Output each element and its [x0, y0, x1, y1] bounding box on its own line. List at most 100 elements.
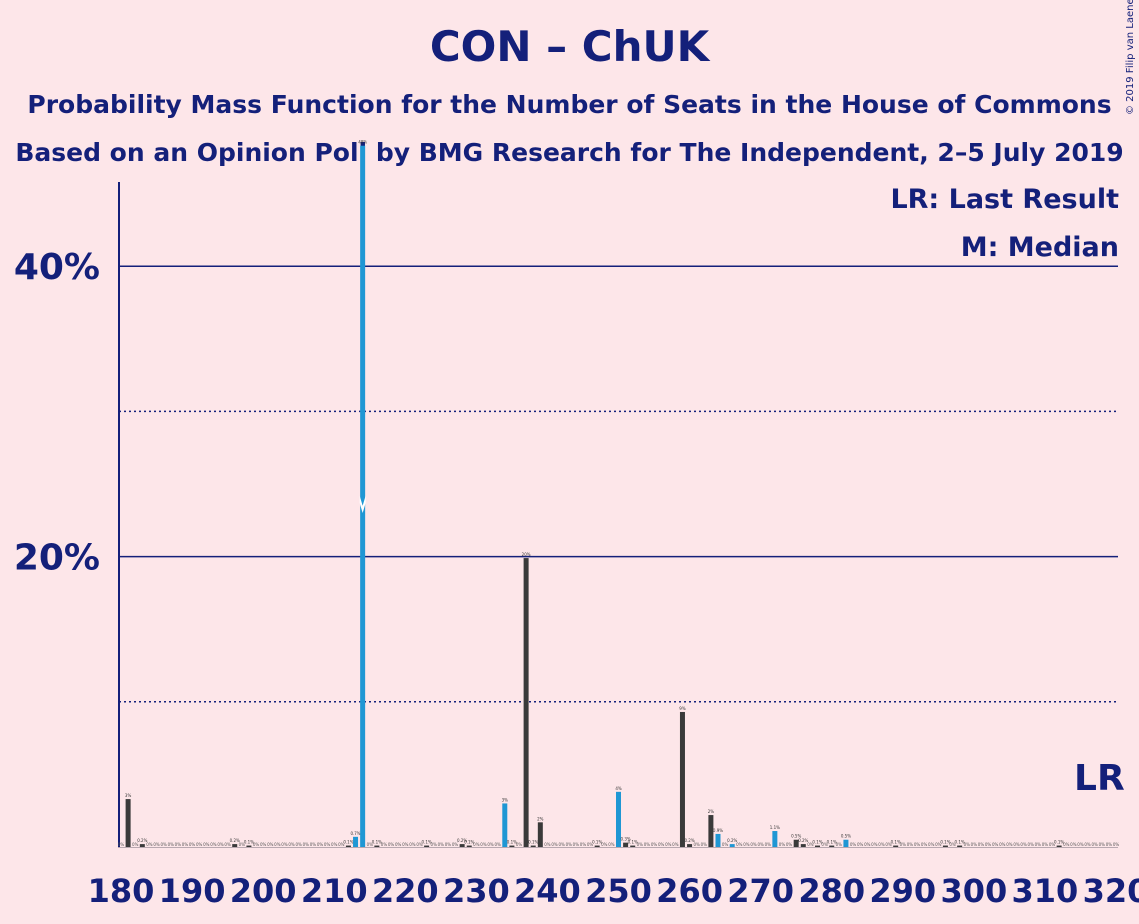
bar-seat-298: [957, 845, 963, 847]
bar-label-seat-196: 0.2%: [230, 838, 240, 843]
zero-value-label: 0%: [295, 842, 302, 847]
zero-value-label: 0%: [331, 842, 338, 847]
zero-value-label: 0%: [203, 842, 210, 847]
bar-seat-238: [530, 845, 536, 847]
zero-value-label: 0%: [601, 842, 608, 847]
bar-seat-259: [679, 711, 685, 847]
bar-label-seat-259: 9%: [679, 706, 686, 711]
zero-value-label: 0%: [1042, 842, 1049, 847]
bar-seat-213: [353, 836, 359, 847]
x-tick-label: 310: [1012, 872, 1079, 910]
zero-value-label: 0%: [1113, 842, 1120, 847]
bar-seat-234: [502, 803, 508, 847]
x-tick-label: 190: [159, 872, 226, 910]
zero-value-label: 0%: [416, 842, 423, 847]
bar-label-seat-296: 0.1%: [940, 840, 950, 845]
zero-value-label: 0%: [566, 842, 573, 847]
y-tick-label: 20%: [14, 538, 100, 579]
x-tick-label: 290: [869, 872, 936, 910]
bar-label-seat-238: 0.1%: [528, 840, 538, 845]
bar-label-seat-229: 0.1%: [464, 840, 474, 845]
bar-seat-275: [793, 839, 799, 847]
bar-seat-282: [843, 839, 849, 847]
last-result-marker: LR: [1074, 758, 1125, 799]
zero-value-label: 0%: [573, 842, 580, 847]
bar-seat-266: [729, 844, 735, 847]
zero-value-label: 0%: [274, 842, 281, 847]
zero-value-label: 0%: [160, 842, 167, 847]
bar-seat-235: [509, 845, 515, 847]
bar-label-seat-234: 3%: [502, 797, 509, 802]
bar-seat-276: [800, 844, 806, 847]
bar-seat-183: [139, 844, 145, 847]
bar-label-seat-183: 0.2%: [137, 838, 147, 843]
zero-value-label: 0%: [921, 842, 928, 847]
zero-value-label: 0%: [786, 842, 793, 847]
zero-value-label: 0%: [1070, 842, 1077, 847]
bar-label-seat-247: 0.1%: [592, 840, 602, 845]
zero-value-label: 0%: [1028, 842, 1035, 847]
x-tick-label: 320: [1083, 872, 1139, 910]
bar-label-seat-251: 0.3%: [621, 837, 631, 842]
zero-value-label: 0%: [253, 842, 260, 847]
bar-seat-229: [466, 845, 472, 847]
zero-value-label: 0%: [651, 842, 658, 847]
zero-value-label: 0%: [1063, 842, 1070, 847]
bar-seat-247: [594, 845, 600, 847]
zero-value-label: 0%: [381, 842, 388, 847]
zero-value-label: 0%: [914, 842, 921, 847]
zero-value-label: 0%: [1049, 842, 1056, 847]
bar-seat-312: [1056, 845, 1062, 847]
median-marker: [359, 495, 366, 514]
legend-last-result: LR: Last Result: [890, 184, 1119, 215]
x-tick-label: 220: [372, 872, 439, 910]
bar-label-seat-282: 0.5%: [841, 834, 851, 839]
bar-seat-296: [942, 845, 948, 847]
zero-value-label: 0%: [310, 842, 317, 847]
legend-median: M: Median: [960, 232, 1119, 263]
bar-seat-198: [246, 845, 252, 847]
zero-value-label: 0%: [516, 842, 523, 847]
zero-value-label: 0%: [267, 842, 274, 847]
bar-label-seat-216: 0.1%: [372, 840, 382, 845]
zero-value-label: 0%: [637, 842, 644, 847]
y-tick-label: 40%: [14, 247, 100, 288]
bar-label-seat-298: 0.1%: [955, 840, 965, 845]
zero-value-label: 0%: [971, 842, 978, 847]
bar-label-seat-250: 4%: [615, 786, 622, 791]
zero-value-label: 0%: [750, 842, 757, 847]
zero-value-label: 0%: [1013, 842, 1020, 847]
zero-value-label: 0%: [978, 842, 985, 847]
bar-label-seat-252: 0.1%: [628, 840, 638, 845]
zero-value-label: 0%: [317, 842, 324, 847]
zero-value-label: 0%: [871, 842, 878, 847]
zero-value-label: 0%: [217, 842, 224, 847]
zero-value-label: 0%: [757, 842, 764, 847]
zero-value-label: 0%: [239, 842, 246, 847]
bar-label-seat-223: 0.1%: [422, 840, 432, 845]
chart-subtitle-1: Probability Mass Function for the Number…: [27, 90, 1112, 119]
bar-seat-196: [232, 844, 238, 847]
zero-value-label: 0%: [964, 842, 971, 847]
bar-label-seat-266: 0.2%: [727, 838, 737, 843]
zero-value-label: 0%: [985, 842, 992, 847]
zero-value-label: 0%: [132, 842, 139, 847]
zero-value-label: 0%: [949, 842, 956, 847]
zero-value-label: 0%: [580, 842, 587, 847]
zero-value-label: 0%: [779, 842, 786, 847]
zero-value-label: 0%: [445, 842, 452, 847]
x-tick-label: 300: [940, 872, 1007, 910]
bar-seat-252: [630, 845, 636, 847]
zero-value-label: 0%: [736, 842, 743, 847]
zero-value-label: 0%: [1077, 842, 1084, 847]
bar-label-seat-228: 0.2%: [457, 838, 467, 843]
zero-value-label: 0%: [821, 842, 828, 847]
zero-value-label: 0%: [1035, 842, 1042, 847]
zero-value-label: 0%: [395, 842, 402, 847]
bar-seat-272: [772, 831, 778, 847]
bar-label-seat-264: 0.9%: [713, 828, 723, 833]
bar-seat-228: [459, 844, 465, 847]
chart-title: CON – ChUK: [429, 22, 710, 71]
bar-label-seat-280: 0.1%: [827, 840, 837, 845]
chart-subtitle-2: Based on an Opinion Poll by BMG Research…: [15, 138, 1124, 167]
